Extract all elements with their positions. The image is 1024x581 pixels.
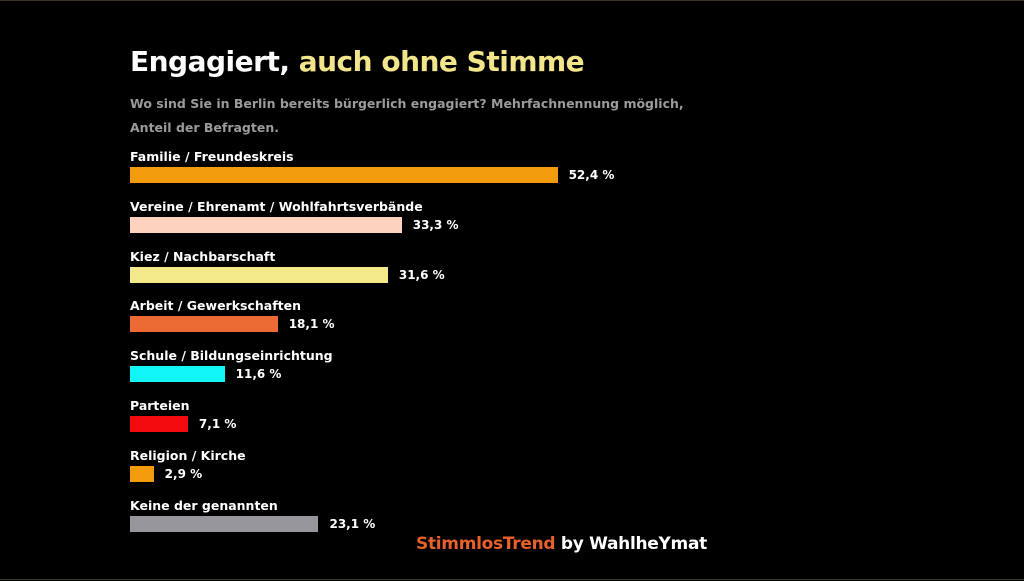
- chart-title-main: Engagiert,: [130, 45, 290, 78]
- bar: [130, 216, 402, 233]
- value-label: 33,3 %: [412, 217, 459, 232]
- value-label: 11,6 %: [235, 367, 282, 382]
- bar: [130, 465, 154, 482]
- bar: [130, 366, 225, 383]
- value-label: 7,1 %: [198, 417, 237, 431]
- footer-credit: StimmlosTrend by WahlheYmat: [416, 534, 707, 554]
- category-label: Schule / Bildungseinrichtung: [130, 348, 333, 364]
- brand-byline: by WahlheYmat: [560, 534, 707, 554]
- bar: [130, 416, 188, 432]
- brand-name: StimmlosTrend: [416, 534, 556, 554]
- bar: [130, 266, 388, 283]
- chart-title: Engagiert, auch ohne Stimme: [130, 45, 585, 78]
- value-label: 23,1 %: [329, 516, 376, 531]
- category-label: Parteien: [130, 398, 190, 413]
- bar: [130, 167, 558, 183]
- category-label: Familie / Freundeskreis: [130, 149, 294, 164]
- category-label: Keine der genannten: [130, 497, 278, 513]
- bar: [130, 316, 278, 333]
- chart-subtitle: Wo sind Sie in Berlin bereits bürgerlich…: [130, 96, 684, 135]
- value-label: 52,4 %: [568, 168, 615, 182]
- category-label: Arbeit / Gewerkschaften: [130, 298, 302, 314]
- chart-title-highlight: auch ohne Stimme: [298, 45, 585, 78]
- category-label: Religion / Kirche: [130, 447, 246, 463]
- value-label: 18,1 %: [288, 317, 335, 332]
- category-label: Vereine / Ehrenamt / Wohlfahrtsverbände: [130, 198, 423, 214]
- bar: [130, 515, 319, 532]
- value-label: 31,6 %: [398, 267, 445, 282]
- value-label: 2,9 %: [164, 466, 203, 481]
- category-label: Kiez / Nachbarschaft: [130, 248, 276, 264]
